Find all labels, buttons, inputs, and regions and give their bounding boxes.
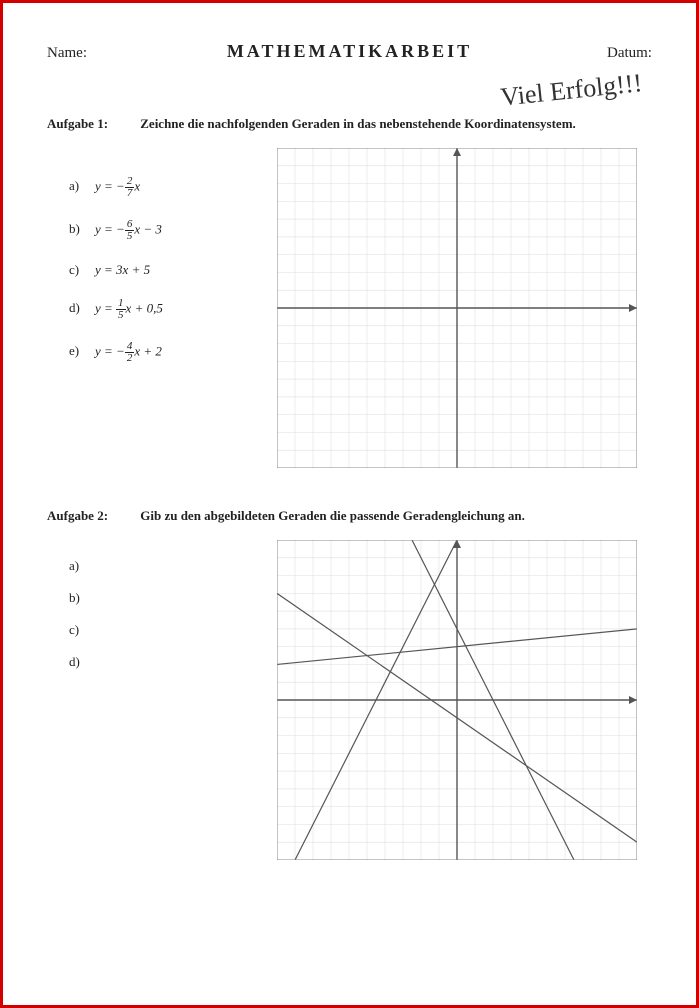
equation-row: b)y = −65x − 3 [69, 219, 257, 242]
task2-label: Aufgabe 2: [47, 508, 137, 524]
worksheet-title: MATHEMATIKARBEIT [227, 41, 472, 62]
answer-row: a) [69, 558, 257, 574]
date-label: Datum: [532, 45, 652, 62]
coordinate-grid-2 [277, 540, 637, 860]
answer-row: c) [69, 622, 257, 638]
equation-row: c)y = 3x + 5 [69, 262, 257, 278]
good-luck-text: Viel Erfolg!!! [49, 68, 644, 160]
task1-block: a)y = −27x b)y = −65x − 3 c)y = 3x + 5 d)y … [47, 148, 652, 468]
task2-instruction: Gib zu den abgebildeten Geraden die pass… [140, 508, 525, 523]
task2-block: a) b) c) d) [47, 540, 652, 860]
equation-row: e)y = −42x + 2 [69, 341, 257, 364]
coordinate-grid-1 [277, 148, 637, 468]
answer-row: b) [69, 590, 257, 606]
equation-row: a)y = −27x [69, 176, 257, 199]
task2-equations: a) b) c) d) [47, 540, 257, 686]
task1-equations: a)y = −27x b)y = −65x − 3 c)y = 3x + 5 d)y … [47, 148, 257, 384]
equation-row: d)y = 15x + 0,5 [69, 298, 257, 321]
task2-grid-wrap [277, 540, 652, 860]
task2-heading: Aufgabe 2: Gib zu den abgebildeten Gerad… [47, 508, 652, 524]
header-row: Name: MATHEMATIKARBEIT Datum: [47, 41, 652, 62]
answer-row: d) [69, 654, 257, 670]
task1-grid-wrap [277, 148, 652, 468]
name-label: Name: [47, 45, 167, 62]
